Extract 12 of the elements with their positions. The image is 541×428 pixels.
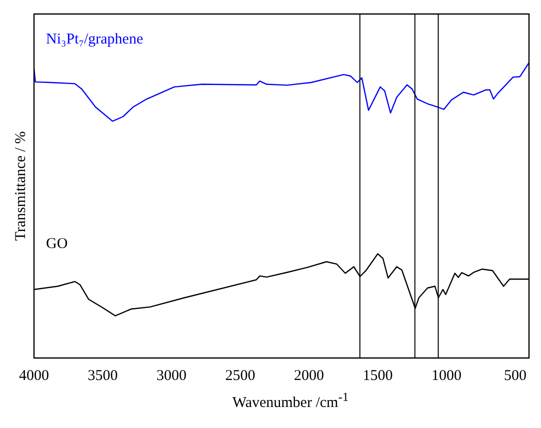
- x-tick-label: 1500: [362, 368, 393, 384]
- x-tick-label: 2000: [294, 368, 324, 384]
- x-tick-label: 4000: [19, 368, 49, 384]
- series-label: Ni₃Pt₇/graphene: [46, 32, 144, 48]
- x-tick-label: 500: [504, 368, 526, 384]
- x-tick-label: 2500: [225, 368, 256, 384]
- y-axis-title: Transmittance / %: [12, 131, 29, 241]
- text: GO: [46, 236, 68, 252]
- x-tick-label: 3500: [88, 368, 118, 384]
- x-tick-label: 3000: [156, 368, 186, 384]
- x-tick-label: 1000: [432, 368, 462, 384]
- x-axis-title: Wavenumber /cm$^{-1}$: [231, 390, 350, 412]
